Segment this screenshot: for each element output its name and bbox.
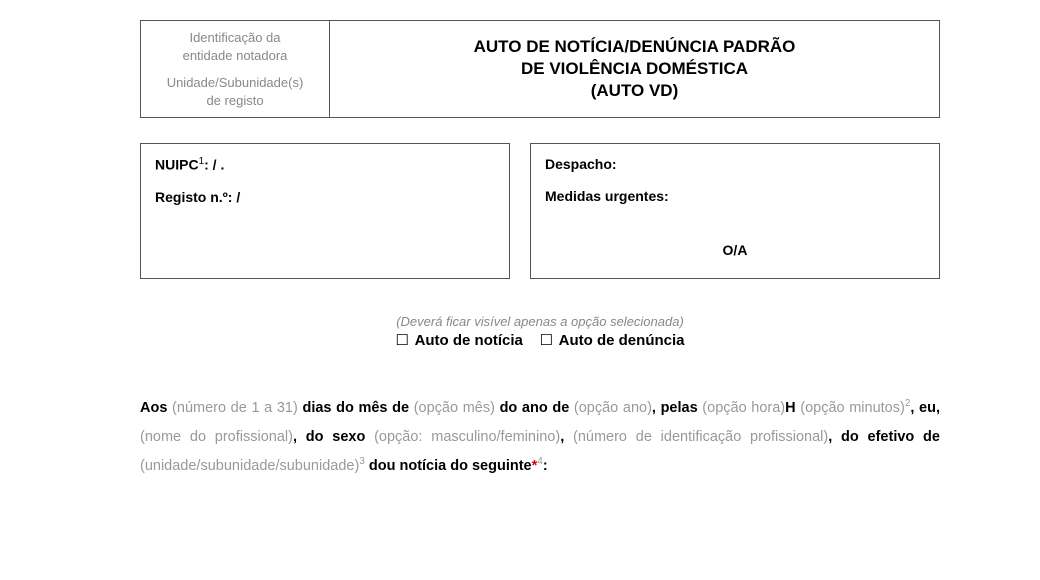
text: H (785, 400, 800, 416)
text: , pelas (652, 400, 702, 416)
checkbox-icon: ☐ (395, 331, 408, 349)
title-line: DE VIOLÊNCIA DOMÉSTICA (521, 58, 748, 80)
text: , eu, (910, 400, 940, 416)
title-line: (AUTO VD) (591, 80, 679, 102)
option-hint: (Deverá ficar visível apenas a opção sel… (140, 314, 940, 329)
option-choices: ☐ Auto de notícia ☐ Auto de denúncia (140, 331, 940, 349)
document-title-box: AUTO DE NOTÍCIA/DENÚNCIA PADRÃO DE VIOLÊ… (330, 20, 940, 118)
text: , (560, 429, 573, 445)
id-line: Identificação da (145, 29, 325, 47)
nuipc-label: NUIPC (155, 157, 199, 173)
text: Aos (140, 400, 172, 416)
text: , do sexo (293, 429, 374, 445)
mid-row: NUIPC1: / . Registo n.º: / Despacho: Med… (140, 143, 940, 279)
registo-label: Registo n.º: (155, 189, 232, 205)
placeholder-text: (número de 1 a 31) (172, 400, 298, 416)
entity-id-box: Identificação da entidade notadora Unida… (140, 20, 330, 118)
text: dias do mês de (298, 400, 414, 416)
placeholder-text: (opção: masculino/feminino) (374, 429, 560, 445)
placeholder-text: (opção minutos) (800, 400, 905, 416)
option-2: Auto de denúncia (559, 332, 685, 349)
nuipc-value: / . (209, 157, 225, 173)
body-paragraph: Aos (número de 1 a 31) dias do mês de (o… (140, 394, 940, 481)
nuipc-line: NUIPC1: / . (155, 156, 495, 173)
oa-line: O/A (545, 220, 925, 258)
placeholder-text: (opção hora) (702, 400, 785, 416)
text: do ano de (495, 400, 574, 416)
despacho-box: Despacho: Medidas urgentes: O/A (530, 143, 940, 279)
id-line: entidade notadora (145, 47, 325, 65)
title-line: AUTO DE NOTÍCIA/DENÚNCIA PADRÃO (474, 36, 796, 58)
registo-value: / (232, 189, 240, 205)
registo-line: Registo n.º: / (155, 189, 495, 205)
header-row: Identificação da entidade notadora Unida… (140, 20, 940, 118)
placeholder-text: (número de identificação profissional) (573, 429, 828, 445)
id-line: Unidade/Subunidade(s) (145, 74, 325, 92)
placeholder-text: (unidade/subunidade/subunidade) (140, 458, 359, 474)
nuipc-box: NUIPC1: / . Registo n.º: / (140, 143, 510, 279)
text: dou notícia do seguinte (365, 458, 532, 474)
option-1: Auto de notícia (415, 332, 523, 349)
placeholder-text: (opção ano) (574, 400, 652, 416)
option-block: (Deverá ficar visível apenas a opção sel… (140, 314, 940, 349)
text: : (543, 458, 548, 474)
checkbox-icon: ☐ (540, 331, 553, 349)
despacho-label: Despacho: (545, 156, 925, 172)
placeholder-text: (nome do profissional) (140, 429, 293, 445)
placeholder-text: (opção mês) (414, 400, 495, 416)
id-line: de registo (145, 92, 325, 110)
medidas-label: Medidas urgentes: (545, 188, 925, 204)
text: , do efetivo de (828, 429, 940, 445)
